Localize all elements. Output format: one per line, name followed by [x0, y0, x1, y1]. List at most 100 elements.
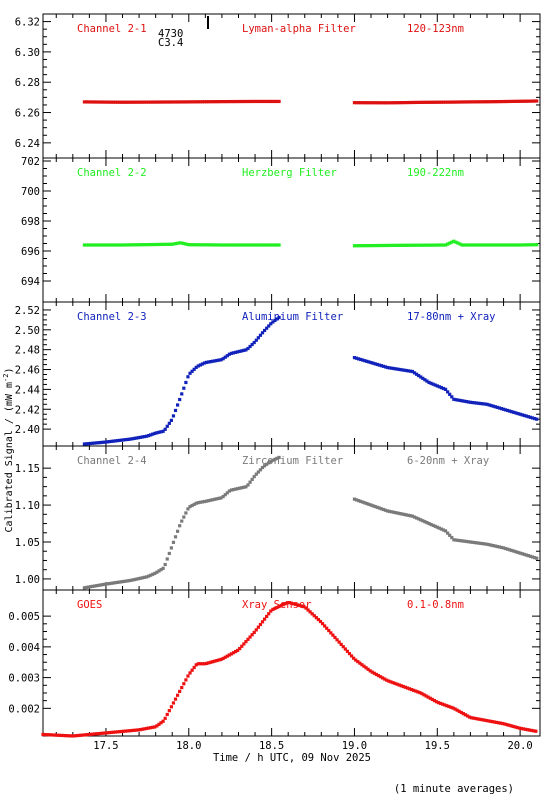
data-point [466, 100, 470, 104]
data-point [439, 386, 444, 390]
data-point [493, 405, 497, 409]
data-point [211, 660, 215, 664]
data-point [273, 243, 277, 247]
data-point [499, 407, 504, 411]
data-point [211, 359, 215, 363]
data-point [140, 243, 144, 247]
channel-label: Channel 2-4 [77, 455, 147, 467]
data-point [464, 399, 468, 404]
data-point [221, 656, 225, 661]
data-point [86, 100, 91, 104]
data-point [269, 459, 273, 463]
data-point [495, 100, 499, 104]
data-point [414, 516, 419, 520]
data-point [223, 493, 227, 497]
data-point [472, 716, 476, 720]
data-point [165, 100, 169, 104]
data-point [354, 101, 359, 105]
data-point [481, 243, 485, 247]
data-point [398, 511, 402, 516]
data-point [161, 429, 165, 433]
data-point [211, 498, 215, 502]
data-point [458, 398, 462, 403]
data-point [188, 671, 192, 675]
data-point [381, 364, 386, 368]
data-point [132, 100, 136, 104]
data-point [91, 732, 95, 736]
data-point [209, 498, 213, 502]
data-point [144, 575, 149, 579]
data-point [359, 244, 363, 248]
data-point [485, 542, 489, 546]
data-point [209, 360, 213, 364]
data-point [163, 100, 167, 104]
data-point [103, 731, 107, 735]
data-point [236, 648, 240, 652]
data-point [375, 505, 379, 509]
data-point [242, 243, 246, 247]
data-point [516, 99, 520, 103]
data-point [283, 602, 287, 606]
channel-label: Channel 2-1 [77, 23, 147, 35]
data-point [229, 488, 234, 492]
data-point [252, 340, 256, 345]
data-point [219, 100, 223, 104]
data-point [157, 100, 161, 104]
data-point [122, 243, 126, 247]
data-point [107, 440, 111, 444]
y-tick-label: 0.005 [8, 611, 40, 623]
data-point [504, 99, 508, 104]
data-point [215, 658, 219, 663]
data-point [89, 243, 93, 247]
data-point [225, 243, 229, 247]
data-point [427, 243, 431, 247]
data-point [458, 539, 462, 543]
data-point [523, 727, 528, 731]
data-point [207, 499, 211, 503]
data-point [159, 568, 163, 572]
data-point [510, 410, 514, 414]
data-point [244, 243, 248, 247]
data-point [436, 701, 441, 705]
data-point [219, 657, 223, 661]
data-point [425, 100, 429, 104]
data-point [262, 464, 267, 468]
data-point [402, 368, 406, 372]
data-point [499, 99, 504, 104]
data-point [400, 101, 404, 105]
data-point [252, 99, 256, 104]
data-point [200, 662, 205, 666]
data-point [105, 440, 109, 444]
data-point [493, 100, 497, 104]
data-point [188, 371, 192, 375]
data-point [122, 729, 126, 733]
data-point [390, 510, 394, 514]
data-point [388, 243, 392, 248]
y-tick-label: 700 [21, 186, 40, 198]
data-point [489, 403, 493, 408]
data-point [472, 540, 477, 545]
data-point [419, 375, 423, 379]
data-point [483, 542, 487, 546]
data-point [437, 385, 441, 389]
data-point [205, 661, 209, 666]
data-point [470, 400, 475, 405]
data-point [103, 440, 107, 444]
data-point [169, 546, 173, 550]
data-point [107, 582, 111, 586]
data-point [385, 365, 390, 370]
y-tick-label: 1.15 [15, 463, 40, 475]
data-point [240, 644, 244, 648]
data-point [124, 243, 128, 247]
data-point [120, 438, 124, 442]
data-point [126, 243, 130, 247]
data-point [269, 609, 273, 613]
data-point [45, 733, 49, 737]
data-point [466, 400, 470, 404]
data-point [388, 101, 392, 105]
data-point [236, 350, 240, 354]
data-point [173, 535, 178, 539]
data-point [219, 496, 223, 500]
data-point [93, 584, 97, 588]
data-point [327, 628, 331, 633]
